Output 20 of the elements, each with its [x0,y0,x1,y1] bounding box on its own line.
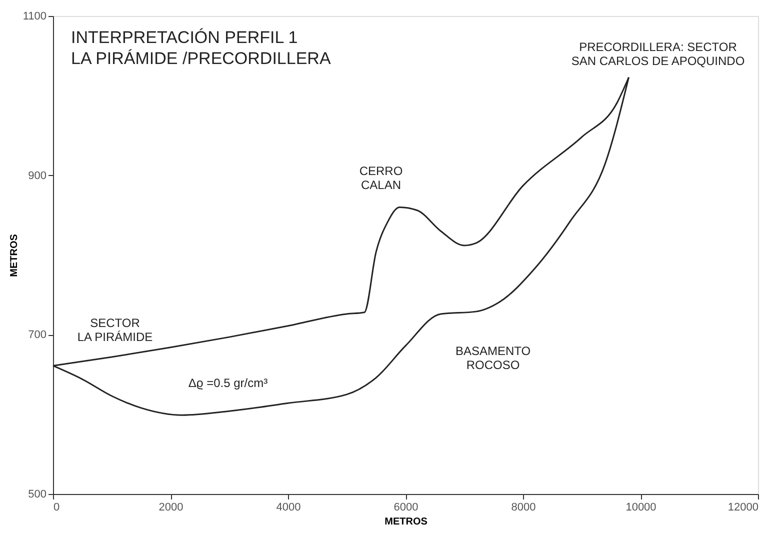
y-tick-label: 500 [28,488,46,500]
x-tick-label: 6000 [394,502,418,514]
x-tick-label: 2000 [158,502,184,514]
y-tick-label: 1100 [22,10,46,22]
x-tick-label: 0 [54,502,60,514]
annotation: BASAMENTO ROCOSO [455,344,531,372]
text: INTERPRETACIÓN PERFIL 1 [71,28,298,47]
x-tick-label: 4000 [276,502,301,514]
annotation: Δϱ =0.5 gr/cm³ [188,376,268,390]
x-tick-label: 10000 [626,502,656,514]
x-tick-label: 12000 [728,502,758,514]
text: LA PIRÁMIDE /PRECORDILLERA [71,49,331,68]
y-tick-label: 900 [28,170,46,182]
x-tick-label: 8000 [511,502,536,514]
annotation: PRECORDILLERA: SECTOR SAN CARLOS DE APOQUINDO [571,40,745,68]
y-axis-title: METROS [8,234,20,277]
annotation: SECTOR LA PIRÁMIDE [77,316,153,344]
x-axis-title: METROS [384,516,428,528]
y-tick-label: 700 [28,329,46,342]
annotation: CERRO CALAN [359,164,403,192]
